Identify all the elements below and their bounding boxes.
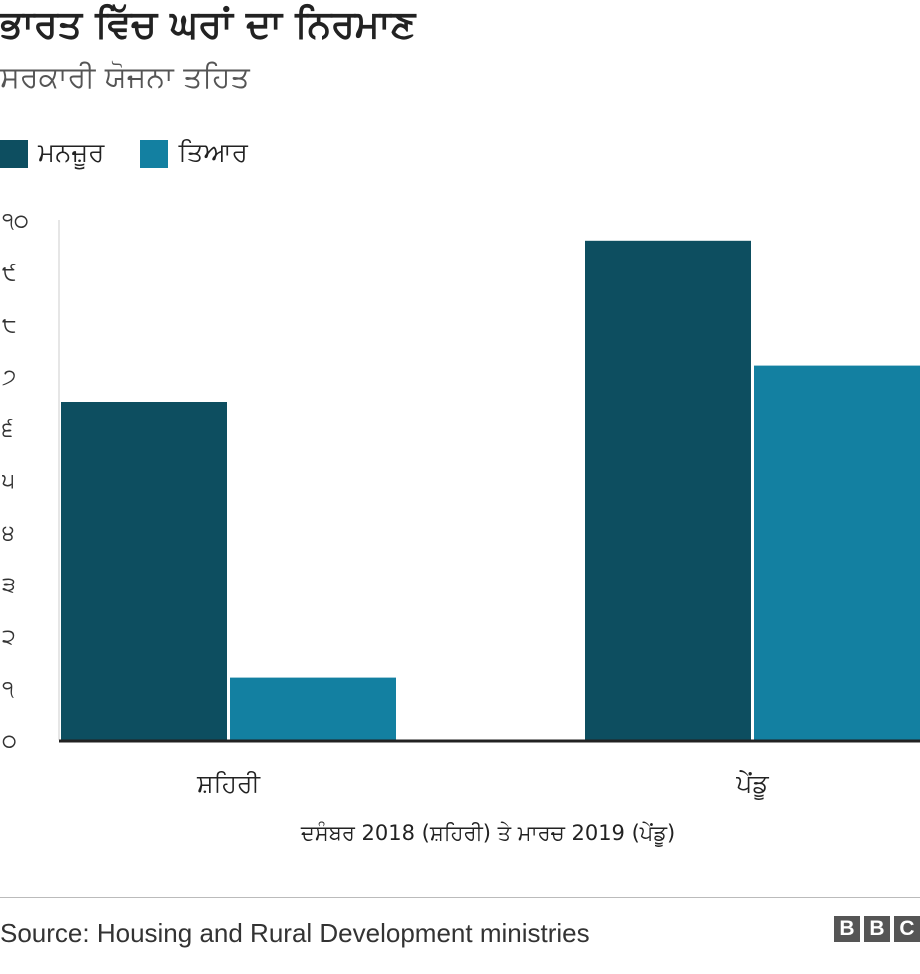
- legend-swatch-approved: [0, 139, 28, 168]
- legend-item-completed: ਤਿਆਰ: [140, 138, 248, 169]
- y-axis: ੦ ੧ ੨ ੩ ੪ ੫ ੬ ੭ ੮ ੯ ੧੦: [2, 209, 60, 754]
- bar-chart: ੦ ੧ ੨ ੩ ੪ ੫ ੬ ੭ ੮ ੯ ੧੦ ਸ਼ਹਿਰੀ ਪੇਂਡੂ ਦਸੰਬਰ 2018 (ਸ਼ਹ…: [2, 209, 920, 847]
- legend-label-completed: ਤਿਆਰ: [178, 138, 248, 168]
- source-note: Source: Housing and Rural Development mi…: [0, 918, 590, 948]
- legend-label-approved: ਮਨਜ਼ੂਰ: [38, 138, 105, 168]
- chart-subtitle: ਸਰਕਾਰੀ ਯੋਜਨਾ ਤਹਿਤ: [0, 60, 250, 95]
- legend-swatch-completed: [140, 139, 169, 168]
- y-tick-label: ੮: [2, 313, 17, 338]
- bar-1-1: [754, 365, 920, 740]
- bbc-logo: B B C: [830, 916, 920, 942]
- footer-divider: [0, 897, 920, 898]
- y-tick-label: ੨: [2, 625, 16, 650]
- bar-1-0: [585, 240, 751, 741]
- bar-0-0: [61, 402, 227, 740]
- y-tick-label: ੫: [2, 469, 15, 494]
- y-tick-label: ੭: [2, 365, 16, 390]
- chart-title: ਭਾਰਤ ਵਿੱਚ ਘਰਾਂ ਦਾ ਨਿਰਮਾਣ: [0, 2, 416, 46]
- x-tick-label: ਪੇਂਡੂ: [735, 769, 769, 800]
- y-tick-label: ੩: [2, 573, 16, 598]
- y-tick-label: ੧: [2, 677, 14, 702]
- y-tick-label: ੧੦: [2, 209, 29, 234]
- legend-item-approved: ਮਨਜ਼ੂਰ: [0, 138, 104, 169]
- y-tick-label: ੦: [2, 729, 17, 754]
- bars: [61, 240, 920, 741]
- legend: ਮਨਜ਼ੂਰ ਤਿਆਰ: [0, 138, 284, 169]
- bbc-logo-letter: B: [864, 916, 890, 942]
- y-tick-label: ੪: [2, 521, 15, 546]
- x-axis-title: ਦਸੰਬਰ 2018 (ਸ਼ਹਿਰੀ) ਤੇ ਮਾਰਚ 2019 (ਪੇਂਡੂ): [300, 821, 675, 847]
- y-tick-label: ੬: [2, 417, 13, 442]
- bbc-logo-letter: B: [834, 916, 860, 942]
- bar-0-1: [230, 677, 396, 740]
- y-tick-label: ੯: [2, 261, 16, 286]
- x-axis: ਸ਼ਹਿਰੀ ਪੇਂਡੂ: [59, 739, 920, 800]
- bbc-logo-letter: C: [894, 916, 920, 942]
- x-tick-label: ਸ਼ਹਿਰੀ: [196, 769, 262, 798]
